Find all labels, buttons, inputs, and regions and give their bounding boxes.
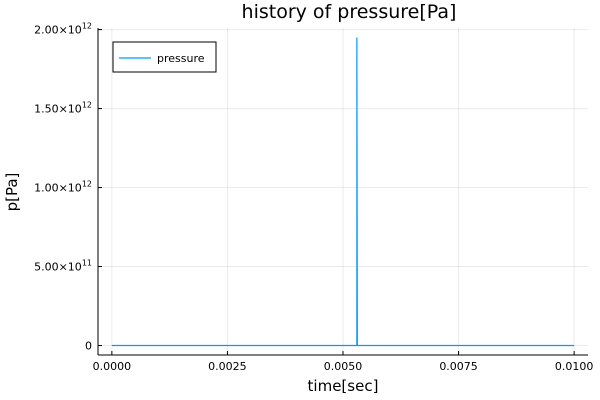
x-tick-label: 0.0075: [439, 360, 478, 373]
x-tick-label: 0.0000: [93, 360, 132, 373]
series: [111, 37, 575, 347]
y-tick-label: 0: [85, 340, 92, 353]
x-tick-label: 0.0050: [324, 360, 363, 373]
y-tick-labels: 0 5.00×1011 1.00×1012 1.50×1012 2.00×1012: [34, 22, 92, 353]
series-line-pressure: [111, 37, 575, 347]
x-tick-label: 0.0100: [555, 360, 594, 373]
y-tick-label: 2.00×1012: [34, 22, 92, 37]
x-tick-label: 0.0025: [208, 360, 247, 373]
legend: pressure: [112, 41, 217, 73]
y-tick-label: 1.00×1012: [34, 180, 92, 195]
y-tick-label: 1.50×1012: [34, 101, 92, 116]
y-tick-label: 5.00×1011: [34, 259, 92, 274]
y-axis-label: p[Pa]: [3, 173, 21, 212]
x-axis-label: time[sec]: [308, 377, 379, 395]
chart-title: history of pressure[Pa]: [242, 1, 457, 23]
legend-label: pressure: [157, 52, 205, 65]
axes: [97, 28, 588, 356]
x-tick-labels: 0.0000 0.0025 0.0050 0.0075 0.0100: [93, 360, 594, 373]
legend-box: [112, 41, 217, 73]
